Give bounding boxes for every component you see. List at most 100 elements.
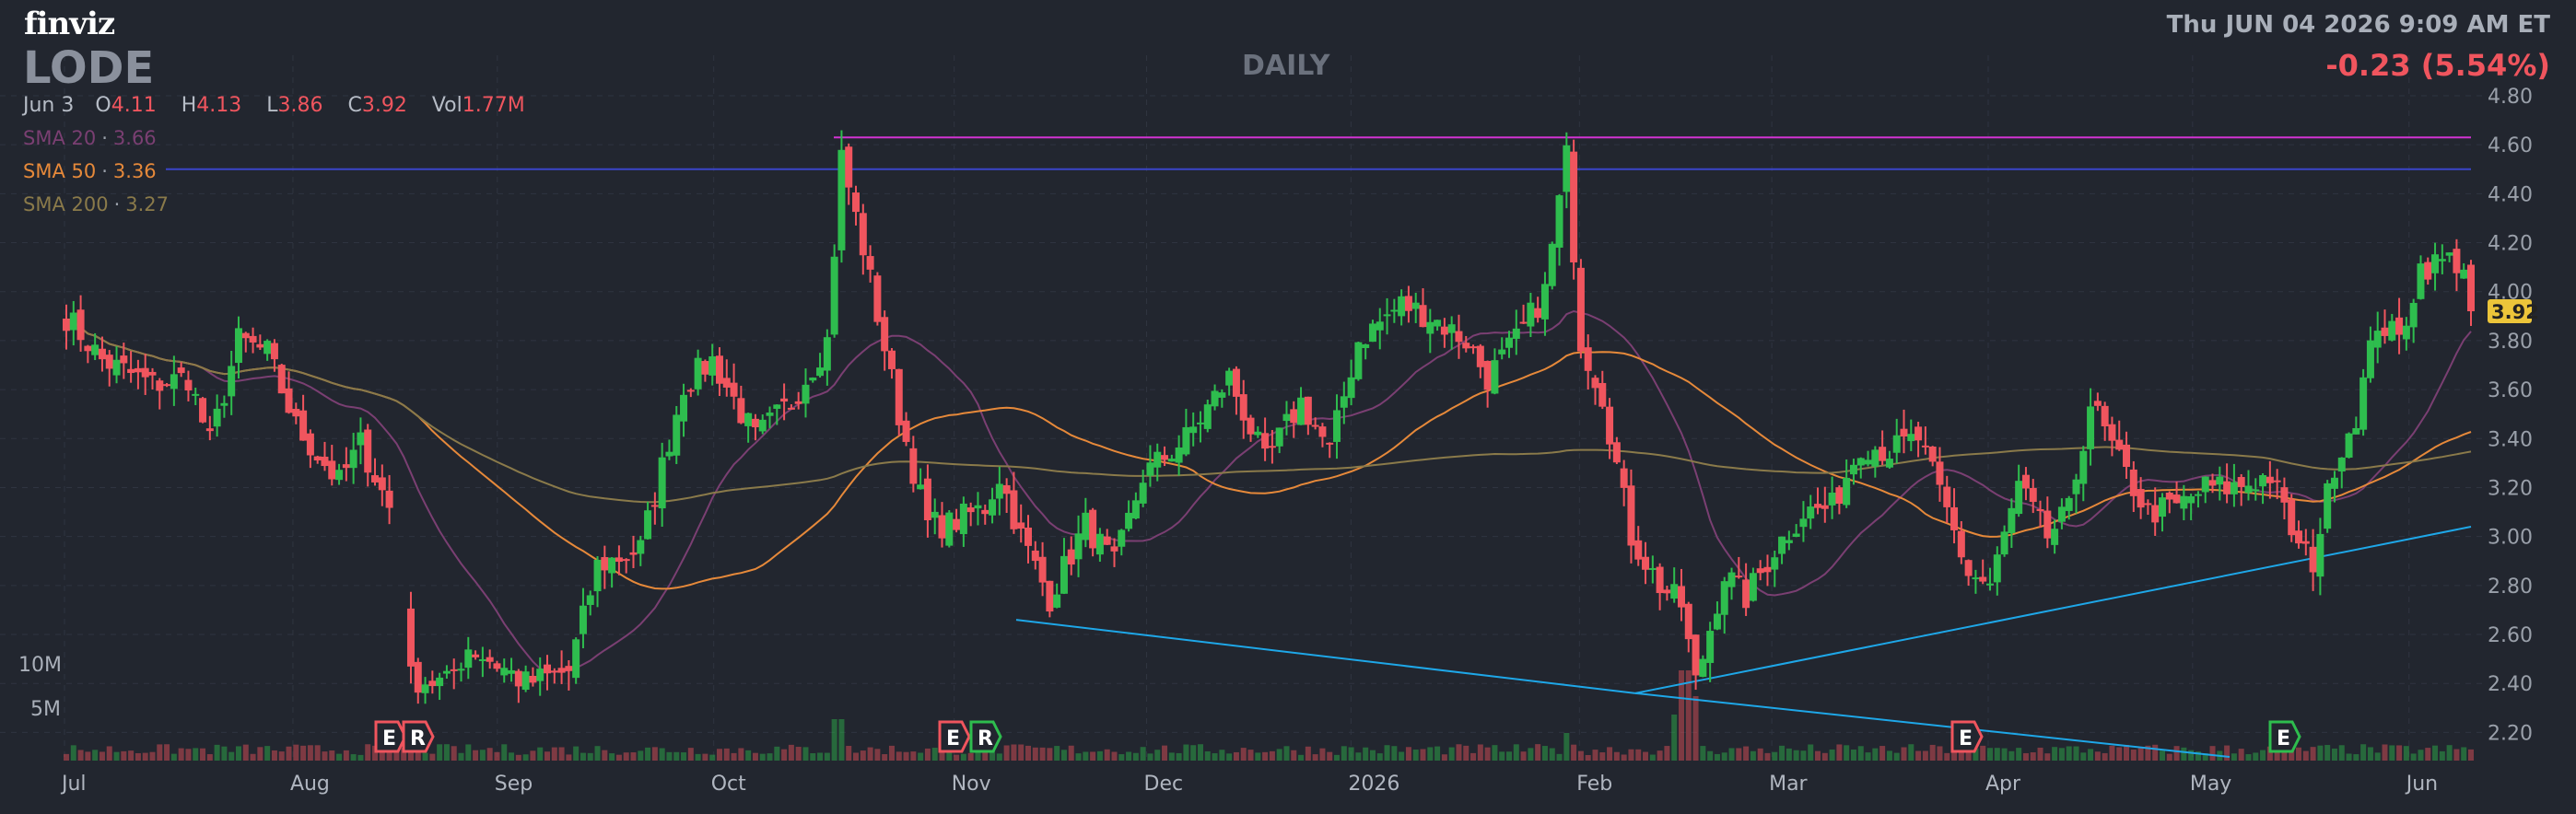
- legend-sma200[interactable]: SMA 200 · 3.27: [23, 193, 170, 215]
- volume-bar: [738, 748, 744, 761]
- candle-body: [486, 657, 494, 662]
- trendline: [1634, 692, 2231, 758]
- volume-bar: [286, 746, 292, 761]
- volume-bar: [960, 753, 966, 761]
- volume-bar: [1341, 746, 1347, 761]
- candle-body: [442, 670, 451, 674]
- y-tick-label: 3.00: [2488, 527, 2533, 550]
- legend-sma50[interactable]: SMA 50 · 3.36: [23, 160, 157, 182]
- sma50-line: [65, 320, 2472, 590]
- volume-bar: [759, 753, 766, 761]
- candle-body: [1749, 573, 1757, 601]
- volume-bar: [924, 748, 931, 761]
- candle-body: [436, 677, 444, 687]
- candle-body: [1856, 458, 1865, 466]
- x-tick-label: Jul: [60, 773, 87, 796]
- candle-body: [1892, 435, 1901, 453]
- volume-bar: [573, 746, 580, 761]
- candle-body: [837, 149, 846, 250]
- volume-bar: [1772, 751, 1778, 761]
- candle-body: [1792, 533, 1800, 538]
- legend-sma20[interactable]: SMA 20 · 3.66: [23, 127, 157, 149]
- volume-bar: [1844, 745, 1850, 761]
- candle-body: [1203, 404, 1212, 429]
- volume-bar: [1850, 750, 1856, 761]
- candle-body: [1211, 390, 1219, 407]
- candle-body: [2057, 506, 2066, 522]
- volume-bar: [128, 750, 135, 761]
- candle-body: [1333, 410, 1341, 442]
- volume-bar: [1126, 751, 1132, 761]
- volume-bar: [214, 744, 220, 761]
- candle-body: [378, 477, 386, 491]
- candle-body: [1785, 540, 1793, 543]
- volume-bar: [745, 750, 752, 761]
- volume-bar: [537, 747, 544, 761]
- x-tick-label: Dec: [1144, 773, 1184, 796]
- volume-bar: [1607, 747, 1613, 761]
- candle-body: [2460, 269, 2468, 279]
- candle-body: [694, 357, 702, 390]
- candle-body: [1182, 426, 1190, 455]
- candle-body: [1025, 527, 1032, 546]
- volume-bar: [1692, 696, 1699, 761]
- candle-body: [1735, 576, 1743, 578]
- candle-body: [263, 341, 272, 355]
- candle-body: [1914, 426, 1923, 441]
- ticker-symbol: LODE: [23, 42, 155, 94]
- candle-body: [1828, 492, 1836, 506]
- volume-bar: [2224, 745, 2231, 761]
- candle-body: [565, 666, 573, 671]
- candle-body: [428, 680, 437, 687]
- volume-bar: [781, 749, 788, 761]
- volume-bar: [1821, 752, 1828, 761]
- volume-bar: [473, 750, 479, 761]
- volume-bar: [1915, 750, 1922, 761]
- candle-body: [2087, 406, 2095, 449]
- candle-body: [1483, 360, 1492, 390]
- candle-body: [472, 654, 480, 657]
- volume-bar: [2152, 744, 2159, 761]
- volume-bar: [2094, 751, 2101, 761]
- volume-bar: [2468, 749, 2474, 761]
- volume-bar: [1204, 750, 1211, 761]
- volume-bar: [2080, 752, 2087, 761]
- grid-layer: 2.202.402.602.803.003.203.403.603.804.00…: [0, 55, 2533, 796]
- candle-body: [2252, 489, 2260, 492]
- candle-body: [2330, 477, 2338, 489]
- volume-bar: [2403, 746, 2409, 761]
- chart-period[interactable]: DAILY: [1242, 50, 1330, 82]
- volume-bar: [2367, 747, 2373, 761]
- volume-bar: [1520, 751, 1527, 761]
- y-tick-label: 2.80: [2488, 576, 2533, 599]
- volume-bar: [515, 754, 521, 761]
- volume-bar: [2231, 753, 2237, 761]
- candle-body: [1290, 409, 1298, 424]
- volume-bar: [1456, 744, 1462, 761]
- volume-bar: [1571, 744, 1577, 761]
- candle-body: [1821, 505, 1829, 509]
- candle-body: [1663, 589, 1671, 594]
- volume-bar: [1649, 754, 1656, 761]
- candle-body: [521, 671, 530, 691]
- candle-body: [1720, 581, 1728, 615]
- candle-body: [1505, 337, 1513, 348]
- volume-bar: [1743, 746, 1750, 761]
- candle-body: [953, 518, 961, 530]
- event-marker-badge: [969, 720, 1002, 753]
- candle-body: [744, 413, 753, 426]
- volume-bar: [1707, 750, 1714, 761]
- candle-body: [349, 449, 357, 469]
- finviz-logo[interactable]: finviz: [24, 6, 115, 42]
- volume-bar: [1736, 748, 1742, 761]
- candle-body: [1606, 406, 1614, 445]
- volume-bar: [1247, 750, 1254, 761]
- candle-body: [1103, 536, 1111, 545]
- candle-body: [1074, 533, 1083, 560]
- candle-body: [1928, 446, 1937, 462]
- candle-body: [1742, 579, 1751, 609]
- volume-bar: [1405, 747, 1411, 761]
- volume-layer: [64, 670, 2474, 761]
- candle-body: [931, 511, 939, 518]
